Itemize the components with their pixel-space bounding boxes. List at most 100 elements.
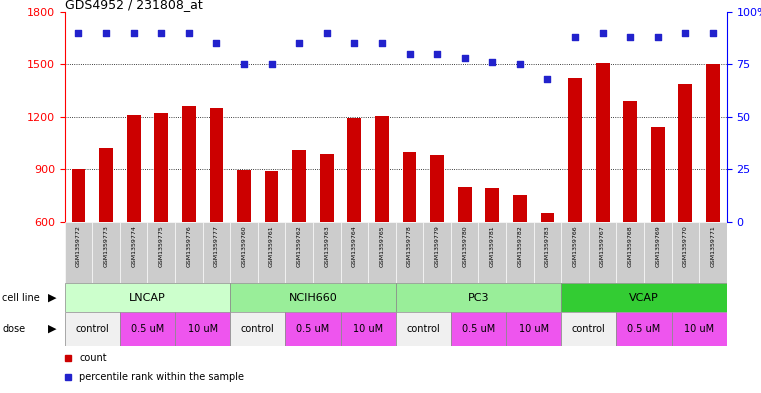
Text: cell line: cell line [2,293,40,303]
Bar [230,222,258,283]
Bar [623,101,637,222]
Bar [92,222,120,283]
Text: LNCAP: LNCAP [129,293,166,303]
Text: GSM1359764: GSM1359764 [352,225,357,267]
Text: 0.5 uM: 0.5 uM [296,324,330,334]
Point [266,61,278,68]
Point [624,34,636,40]
Text: control: control [572,324,606,334]
Text: ▶: ▶ [48,293,56,303]
Point [100,29,112,36]
Bar [486,188,499,222]
Point [597,29,609,36]
Point [320,29,333,36]
Bar [202,222,230,283]
Text: 0.5 uM: 0.5 uM [462,324,495,334]
Bar [313,222,340,283]
Text: GSM1359763: GSM1359763 [324,225,330,267]
Bar [292,150,306,222]
Text: GSM1359760: GSM1359760 [241,225,247,267]
Bar [285,312,341,346]
Bar [230,312,285,346]
Text: GSM1359761: GSM1359761 [269,225,274,267]
Bar [706,64,720,222]
Bar [458,187,472,222]
Text: control: control [241,324,275,334]
Bar [651,127,664,222]
Point [651,34,664,40]
Point [238,61,250,68]
Bar [479,222,506,283]
Text: GSM1359762: GSM1359762 [297,225,301,267]
Bar [265,171,279,222]
Text: GDS4952 / 231808_at: GDS4952 / 231808_at [65,0,202,11]
Bar [568,78,582,222]
Bar [430,154,444,222]
Text: 10 uM: 10 uM [518,324,549,334]
Point [680,29,692,36]
Text: 0.5 uM: 0.5 uM [131,324,164,334]
Point [541,76,553,82]
Text: GSM1359773: GSM1359773 [103,225,109,267]
Text: control: control [406,324,440,334]
Text: control: control [75,324,109,334]
Bar [285,222,313,283]
Bar [671,312,727,346]
Point [72,29,84,36]
Text: GSM1359766: GSM1359766 [572,225,578,267]
Text: dose: dose [2,324,25,334]
Text: VCAP: VCAP [629,293,659,303]
Text: GSM1359765: GSM1359765 [380,225,384,267]
Bar [320,154,333,222]
Bar [396,312,451,346]
Bar [99,149,113,222]
Text: 0.5 uM: 0.5 uM [627,324,661,334]
Text: GSM1359777: GSM1359777 [214,225,219,267]
Bar [506,312,561,346]
Text: 10 uM: 10 uM [353,324,384,334]
Bar [72,169,85,222]
Point [707,29,719,36]
Point [514,61,526,68]
Text: GSM1359774: GSM1359774 [131,225,136,267]
Point [155,29,167,36]
Text: GSM1359781: GSM1359781 [490,225,495,267]
Point [183,29,195,36]
Text: GSM1359779: GSM1359779 [435,225,440,267]
Bar [368,222,396,283]
Text: NCIH660: NCIH660 [288,293,337,303]
Text: GSM1359783: GSM1359783 [545,225,550,267]
Bar [403,152,416,222]
Text: GSM1359768: GSM1359768 [628,225,632,267]
Bar [533,222,561,283]
Point [376,40,388,46]
Bar [237,170,251,222]
Bar [175,222,202,283]
Text: GSM1359772: GSM1359772 [76,225,81,267]
Bar [561,312,616,346]
Point [459,55,471,61]
Bar [209,108,223,222]
Bar [644,222,671,283]
Bar [127,115,141,222]
Text: GSM1359780: GSM1359780 [462,225,467,267]
Bar [596,62,610,222]
Bar [451,222,479,283]
Bar [396,283,561,312]
Bar [561,283,727,312]
Text: GSM1359769: GSM1359769 [655,225,661,267]
Bar [671,222,699,283]
Point [349,40,361,46]
Text: GSM1359778: GSM1359778 [407,225,412,267]
Bar [65,312,119,346]
Point [128,29,140,36]
Bar [540,213,554,222]
Bar [506,222,533,283]
Bar [258,222,285,283]
Bar [396,222,423,283]
Text: GSM1359771: GSM1359771 [711,225,715,267]
Bar [616,222,644,283]
Point [431,51,443,57]
Text: GSM1359767: GSM1359767 [600,225,605,267]
Bar [513,195,527,222]
